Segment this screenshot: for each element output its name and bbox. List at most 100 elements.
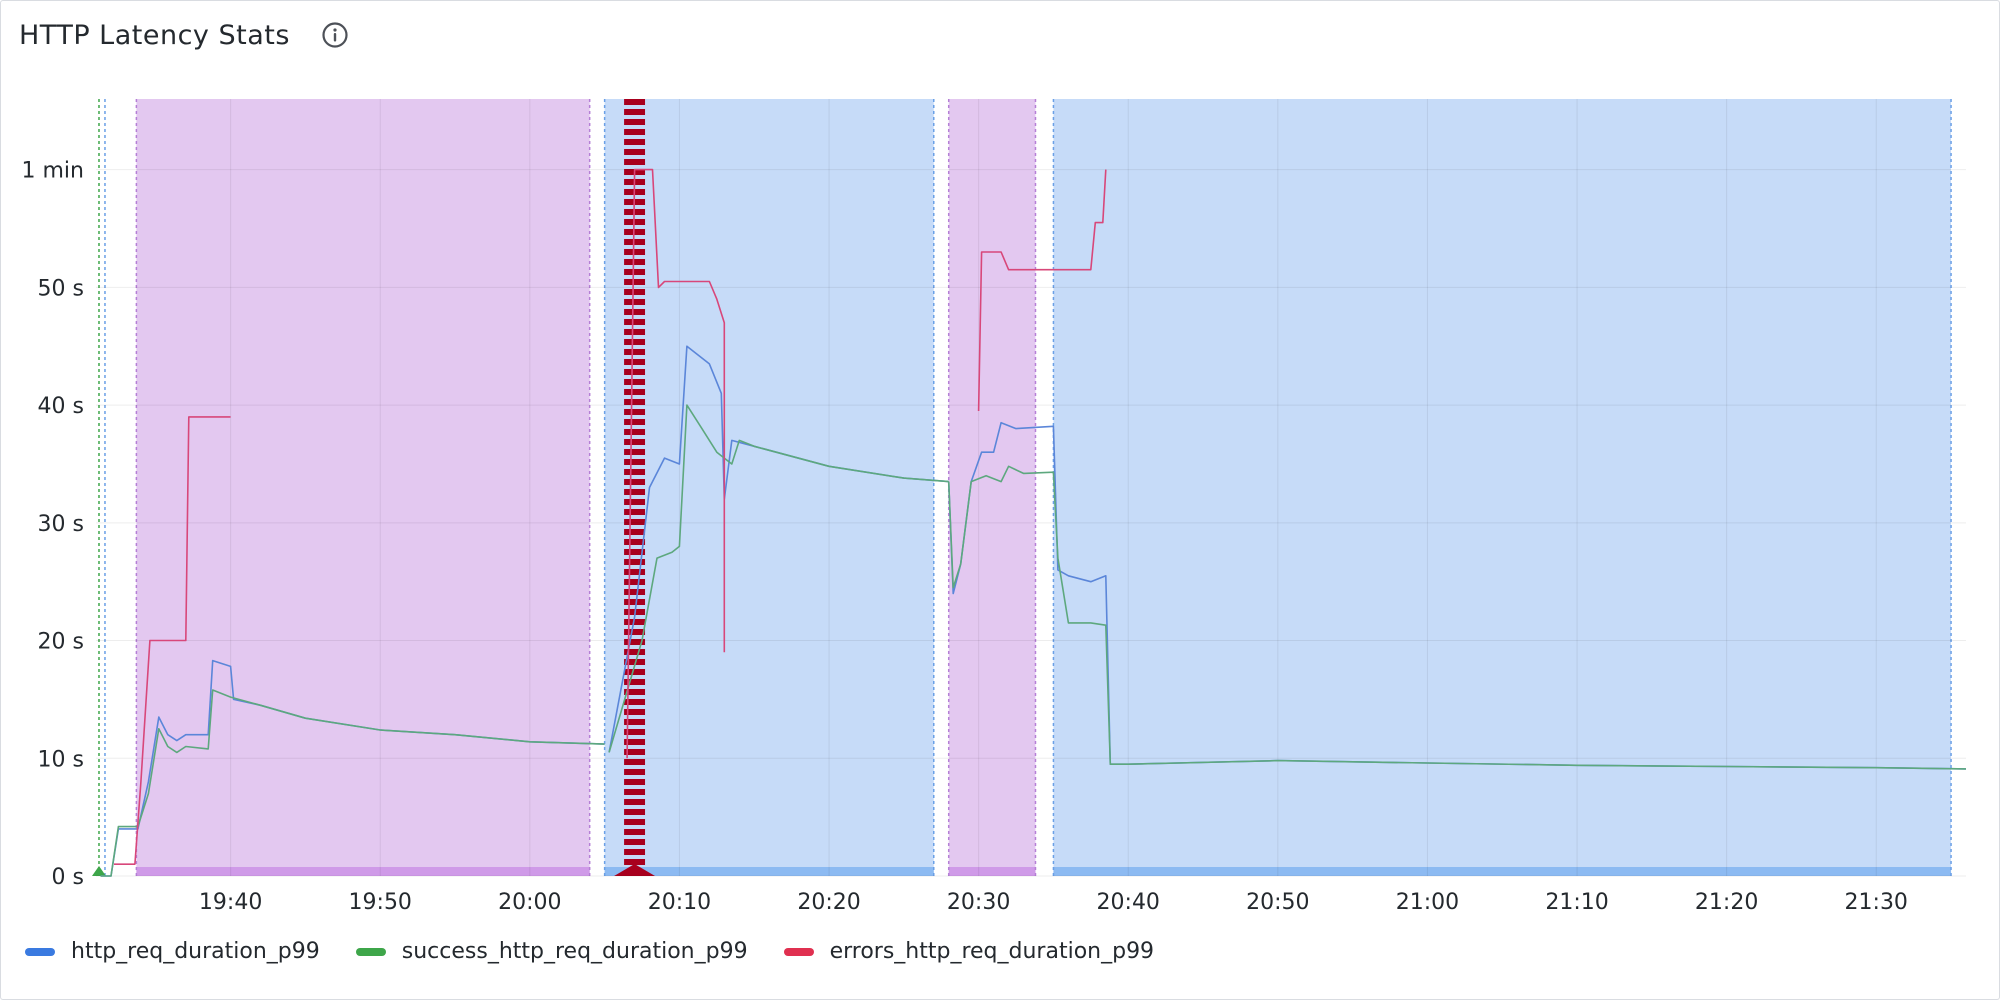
error-marker-triangle	[614, 864, 656, 876]
error-marker-stripe	[624, 749, 646, 755]
series-line-success-http-req-duration-p99	[608, 404, 949, 753]
error-marker-stripe	[624, 139, 646, 145]
series-line-errors-http-req-duration-p99	[114, 416, 231, 866]
error-marker-stripe	[624, 619, 646, 625]
error-marker-stripe	[624, 789, 646, 795]
error-marker-stripe	[624, 759, 646, 765]
error-marker-stripe	[624, 569, 646, 575]
error-marker-stripe	[624, 119, 646, 125]
error-marker-stripe	[624, 459, 646, 465]
error-marker-stripe	[624, 599, 646, 605]
x-tick-label: 20:20	[797, 890, 860, 911]
x-tick-label: 21:00	[1396, 890, 1459, 911]
error-marker-stripe	[624, 239, 646, 245]
y-tick-label: 40 s	[38, 394, 84, 419]
x-tick-label: 20:50	[1246, 890, 1309, 911]
y-tick-label: 0 s	[52, 865, 84, 890]
error-marker-stripe	[624, 149, 646, 155]
error-marker-stripe	[624, 329, 646, 335]
error-marker-stripe	[624, 279, 646, 285]
start-marker-triangle	[91, 866, 106, 876]
error-marker-stripe	[624, 779, 646, 785]
x-tick-label: 19:50	[349, 890, 412, 911]
error-marker-stripe	[624, 629, 646, 635]
error-marker-stripe	[624, 529, 646, 535]
error-marker-stripe	[624, 479, 646, 485]
error-marker-stripe	[624, 469, 646, 475]
error-marker-stripe	[624, 439, 646, 445]
error-marker-stripe	[624, 679, 646, 685]
error-marker-stripe	[624, 389, 646, 395]
x-tick-label: 21:10	[1545, 890, 1608, 911]
legend-swatch	[783, 947, 814, 956]
error-marker-stripe	[624, 499, 646, 505]
error-marker-stripe	[624, 839, 646, 845]
error-marker-stripe	[624, 489, 646, 495]
test-run-region	[136, 99, 590, 876]
x-tick-label: 20:30	[947, 890, 1010, 911]
error-marker-stripe	[624, 319, 646, 325]
error-marker-stripe	[624, 589, 646, 595]
error-marker-stripe	[624, 449, 646, 455]
legend-label: http_req_duration_p99	[71, 939, 320, 964]
error-marker-stripe	[624, 509, 646, 515]
error-marker-stripe	[624, 369, 646, 375]
error-marker-stripe	[624, 659, 646, 665]
series-line-errors-http-req-duration-p99	[977, 169, 1107, 412]
error-marker-stripe	[624, 709, 646, 715]
error-marker-stripe	[624, 519, 646, 525]
region-strip	[1053, 867, 1952, 876]
legend-item-http-req-duration-p99[interactable]: http_req_duration_p99	[25, 939, 320, 964]
error-marker-stripe	[624, 379, 646, 385]
legend-swatch	[25, 947, 55, 956]
error-marker-stripe	[624, 309, 646, 315]
latency-chart[interactable]: 0 s 10 s 20 s 30 s 40 s 50 s 1 min 19:40 19:50 20…	[1, 81, 1991, 911]
region-strip	[136, 867, 590, 876]
error-marker-stripe	[624, 689, 646, 695]
error-marker-stripe	[624, 409, 646, 415]
test-run-region	[1053, 99, 1952, 876]
series-line-success-http-req-duration-p99	[100, 689, 605, 877]
series-line-errors-http-req-duration-p99	[626, 168, 726, 759]
error-marker-stripe	[624, 249, 646, 255]
error-marker-stripe	[624, 829, 646, 835]
region-strip	[948, 867, 1036, 876]
error-marker-stripe	[624, 649, 646, 655]
error-marker-stripe	[624, 579, 646, 585]
legend-label: errors_http_req_duration_p99	[829, 939, 1155, 964]
x-tick-label: 20:40	[1097, 890, 1160, 911]
error-marker-stripe	[624, 859, 646, 865]
test-run-region	[948, 99, 1036, 876]
info-icon[interactable]	[322, 22, 348, 48]
error-marker-stripe	[624, 419, 646, 425]
error-marker-stripe	[624, 349, 646, 355]
error-marker-stripe	[624, 819, 646, 825]
x-tick-label: 20:10	[648, 890, 711, 911]
legend-label: success_http_req_duration_p99	[401, 939, 748, 964]
legend-item-success-http-req-duration-p99[interactable]: success_http_req_duration_p99	[355, 939, 748, 964]
y-tick-label: 1 min	[22, 159, 84, 184]
error-marker-stripe	[624, 129, 646, 135]
series-line-success-http-req-duration-p99	[947, 465, 1967, 770]
error-marker-stripe	[624, 269, 646, 275]
panel-title: HTTP Latency Stats	[19, 19, 290, 51]
x-tick-label: 21:30	[1845, 890, 1908, 911]
error-marker-stripe	[624, 549, 646, 555]
y-tick-label: 30 s	[38, 512, 84, 537]
panel-header: HTTP Latency Stats	[19, 15, 348, 55]
y-tick-label: 10 s	[38, 747, 84, 772]
error-marker-stripe	[624, 259, 646, 265]
error-marker-stripe	[624, 359, 646, 365]
error-marker-stripe	[624, 669, 646, 675]
legend-item-errors-http-req-duration-p99[interactable]: errors_http_req_duration_p99	[783, 939, 1155, 964]
chart-legend: http_req_duration_p99 success_http_req_d…	[25, 939, 1154, 964]
error-marker-stripe	[624, 299, 646, 305]
error-marker-stripe	[624, 849, 646, 855]
error-marker-stripe	[624, 159, 646, 165]
x-tick-label: 19:40	[199, 890, 262, 911]
test-run-region	[604, 99, 934, 876]
error-marker-stripe	[624, 809, 646, 815]
error-marker-stripe	[624, 289, 646, 295]
error-marker-stripe	[624, 99, 646, 105]
error-marker-stripe	[624, 539, 646, 545]
